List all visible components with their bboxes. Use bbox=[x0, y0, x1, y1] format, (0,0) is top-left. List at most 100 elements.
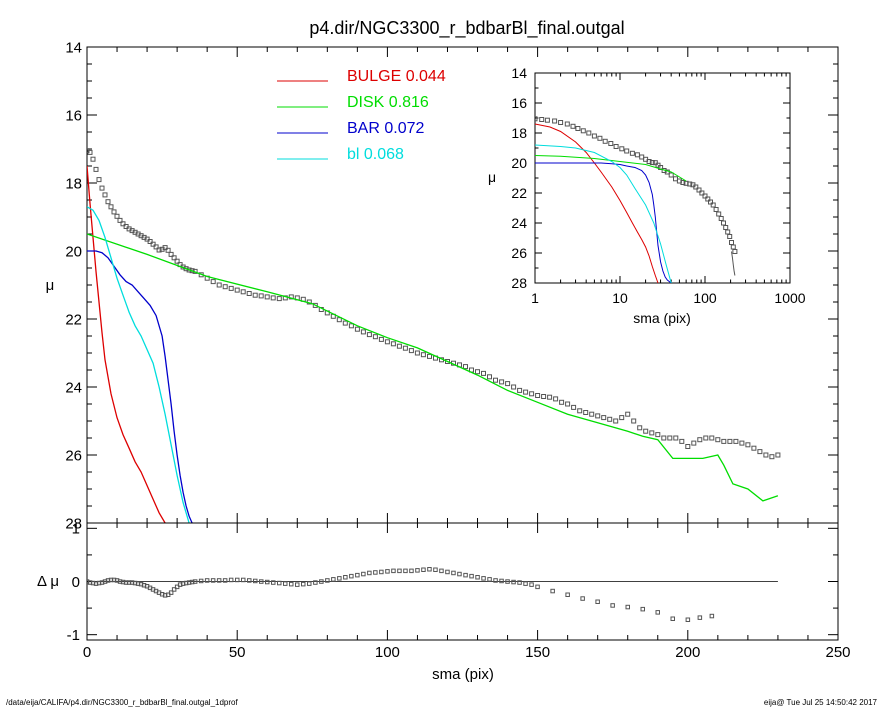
main-data-point bbox=[228, 285, 234, 291]
inset-ytick-label: 26 bbox=[511, 245, 527, 261]
residual-data-point bbox=[373, 570, 378, 575]
residual-data-point bbox=[457, 571, 462, 577]
main-data-point bbox=[105, 199, 111, 205]
main-data-point bbox=[378, 336, 384, 342]
main-data-point bbox=[402, 345, 408, 351]
main-data-point bbox=[517, 387, 523, 393]
main-data-point bbox=[529, 391, 535, 397]
legend-label-bulge: BULGE 0.044 bbox=[347, 68, 446, 85]
inset-series-bar bbox=[535, 162, 672, 283]
residual-data-point bbox=[253, 578, 258, 584]
main-data-point bbox=[565, 401, 571, 407]
residual-data-point bbox=[210, 578, 216, 583]
residual-data-point bbox=[670, 616, 675, 621]
residual-xlabel: sma (pix) bbox=[432, 666, 494, 683]
main-data-point bbox=[150, 241, 156, 247]
residual-xtick-label: 0 bbox=[83, 644, 91, 661]
inset-data-tail bbox=[731, 251, 736, 276]
main-data-point bbox=[102, 192, 108, 198]
main-data-point bbox=[183, 266, 189, 272]
inset-data-point bbox=[732, 249, 738, 254]
residual-data-point bbox=[427, 567, 432, 572]
main-data-point bbox=[727, 438, 733, 444]
main-data-point bbox=[414, 350, 420, 356]
main-data-point bbox=[372, 334, 378, 340]
inset-ytick-label: 24 bbox=[511, 215, 527, 231]
main-data-point bbox=[252, 292, 258, 298]
residual-data-point bbox=[409, 568, 414, 574]
inset-data-point bbox=[580, 128, 586, 134]
main-data-point bbox=[240, 289, 246, 295]
residual-data-point bbox=[241, 577, 246, 583]
legend-label-bl: bl 0.068 bbox=[347, 146, 404, 163]
main-data-point bbox=[745, 442, 751, 448]
main-data-point bbox=[354, 326, 360, 332]
main-data-point bbox=[721, 438, 727, 444]
inset-data-point bbox=[702, 193, 708, 199]
inset-xtick-label: 10 bbox=[612, 290, 628, 306]
main-data-point bbox=[366, 332, 372, 338]
main-data-point bbox=[264, 294, 270, 300]
residual-data-point bbox=[216, 578, 222, 583]
main-data-point bbox=[360, 329, 366, 335]
inset-data-point bbox=[619, 146, 625, 152]
inset-ytick-label: 28 bbox=[511, 275, 527, 291]
residual-data-point bbox=[307, 581, 312, 586]
main-data-point bbox=[607, 416, 613, 422]
residual-data-point bbox=[610, 603, 615, 608]
main-data-point bbox=[697, 437, 703, 443]
main-data-point bbox=[258, 293, 264, 299]
residual-data-point bbox=[192, 579, 198, 584]
inset-data-point bbox=[552, 118, 558, 124]
residual-xtick-label: 150 bbox=[525, 644, 550, 661]
residual-data-point bbox=[271, 580, 276, 585]
main-data-point bbox=[577, 408, 583, 414]
inset-data-point bbox=[544, 117, 550, 123]
residual-data-point bbox=[625, 604, 630, 610]
main-data-point bbox=[583, 410, 589, 415]
residual-data-point bbox=[439, 568, 444, 574]
residual-data-point bbox=[415, 568, 420, 573]
main-data-point bbox=[553, 396, 559, 402]
main-series-bar bbox=[87, 250, 193, 523]
main-data-point bbox=[481, 370, 486, 376]
inset-data-point bbox=[539, 117, 545, 122]
inset-xtick-label: 1000 bbox=[774, 290, 805, 306]
main-data-point bbox=[222, 284, 228, 290]
residual-data-point bbox=[475, 575, 480, 580]
residual-data-point bbox=[403, 568, 408, 574]
main-data-point bbox=[619, 415, 625, 421]
main-data-point bbox=[589, 411, 595, 417]
main-data-point bbox=[613, 418, 619, 424]
residual-plot-marks bbox=[87, 567, 778, 622]
main-data-point bbox=[763, 452, 769, 458]
main-data-point bbox=[715, 437, 721, 443]
main-data-point bbox=[165, 247, 171, 253]
main-data-point bbox=[408, 348, 414, 354]
residual-data-point bbox=[349, 573, 354, 579]
residual-data-point bbox=[565, 592, 570, 597]
inset-data-point bbox=[597, 135, 603, 141]
main-data-point bbox=[667, 435, 673, 441]
main-data-point bbox=[87, 149, 93, 155]
main-data-point bbox=[559, 399, 565, 405]
inset-ylabel: μ bbox=[488, 169, 496, 185]
residual-xtick-label: 200 bbox=[675, 644, 700, 661]
residual-data-point bbox=[171, 587, 177, 592]
main-data-point bbox=[348, 323, 354, 329]
residual-ytick-label: 1 bbox=[72, 521, 80, 538]
residual-data-point bbox=[640, 606, 645, 612]
residual-data-point bbox=[697, 615, 703, 620]
main-data-point bbox=[751, 445, 757, 451]
main-data-point bbox=[156, 247, 162, 253]
residual-data-point bbox=[331, 577, 336, 582]
main-data-point bbox=[168, 251, 174, 257]
footer-file-path: /data/eija/CALIFA/p4.dir/NGC3300_r_bdbar… bbox=[6, 698, 238, 707]
residual-data-point bbox=[301, 581, 306, 587]
main-data-point bbox=[336, 317, 342, 323]
residual-data-point bbox=[481, 576, 486, 581]
main-ytick-label: 20 bbox=[65, 243, 82, 260]
main-data-point bbox=[625, 411, 631, 417]
main-data-point bbox=[661, 435, 667, 441]
